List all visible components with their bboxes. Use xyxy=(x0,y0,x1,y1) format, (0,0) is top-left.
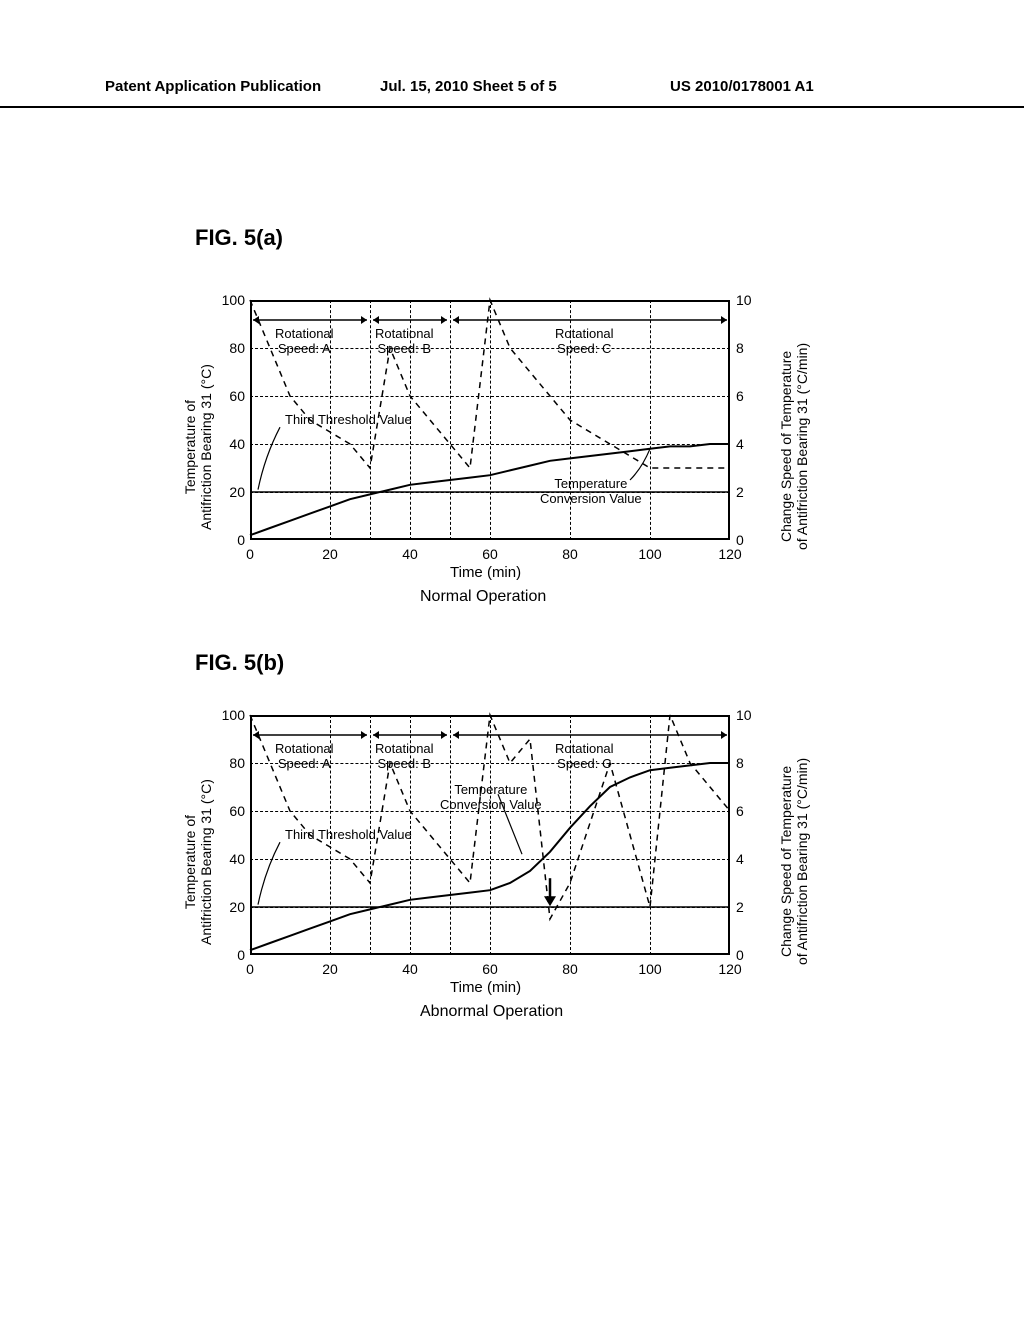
annot-threshold: Third Threshold Value xyxy=(285,412,412,427)
figure-b-label: FIG. 5(b) xyxy=(195,650,284,676)
annot-speed-c: RotationalSpeed: C xyxy=(555,741,614,771)
annot-speed-b: RotationalSpeed: B xyxy=(375,326,434,356)
annot-speed-a: RotationalSpeed: A xyxy=(275,741,334,771)
figure-a-chart: 0204060801000246810020406080100120Temper… xyxy=(165,290,785,610)
plot-svg xyxy=(165,705,785,1025)
annot-speed-a: RotationalSpeed: A xyxy=(275,326,334,356)
annot-temp-conv: TemperatureConversion Value xyxy=(440,782,542,812)
figure-b-chart: 0204060801000246810020406080100120Temper… xyxy=(165,705,785,1025)
annot-speed-c: RotationalSpeed: C xyxy=(555,326,614,356)
plot-svg xyxy=(165,290,785,610)
annot-speed-b: RotationalSpeed: B xyxy=(375,741,434,771)
annot-threshold: Third Threshold Value xyxy=(285,827,412,842)
page-header: Patent Application Publication Jul. 15, … xyxy=(0,78,1024,108)
header-pub-type: Patent Application Publication xyxy=(105,78,321,95)
header-pub-number: US 2010/0178001 A1 xyxy=(670,78,814,95)
figure-a-label: FIG. 5(a) xyxy=(195,225,283,251)
header-date-sheet: Jul. 15, 2010 Sheet 5 of 5 xyxy=(380,78,557,95)
annot-temp-conv: TemperatureConversion Value xyxy=(540,476,642,506)
